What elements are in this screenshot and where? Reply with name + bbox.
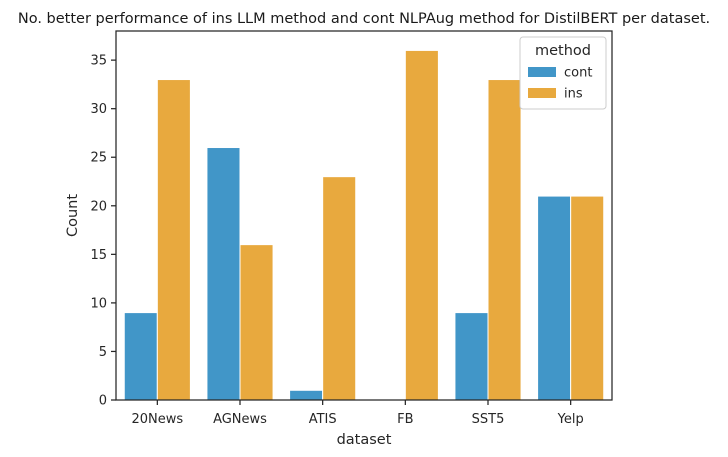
x-axis-ticks: 20News AGNews ATIS FB SST5 Yelp <box>131 400 584 427</box>
x-tick-label: ATIS <box>309 412 337 427</box>
y-tick-label: 35 <box>90 54 107 69</box>
bar-cont-20News <box>123 312 158 401</box>
legend-label-ins: ins <box>564 87 583 102</box>
y-tick-label: 5 <box>99 345 107 360</box>
x-tick-label: FB <box>397 412 413 427</box>
bar-ins-Yelp <box>570 195 605 401</box>
legend-swatch-ins <box>528 88 556 98</box>
bar-ins-20News <box>156 79 191 401</box>
plot-frame <box>115 30 613 401</box>
bar-cont-SST5 <box>454 312 489 401</box>
y-tick-label: 30 <box>90 102 107 117</box>
y-tick-label: 0 <box>99 394 107 409</box>
y-tick-label: 20 <box>90 199 107 214</box>
y-tick-label: 25 <box>90 151 107 166</box>
y-tick-label: 15 <box>90 248 107 263</box>
x-tick-label: 20News <box>131 412 183 427</box>
chart-title: No. better performance of ins LLM method… <box>18 11 710 27</box>
legend-swatch-cont <box>528 67 556 77</box>
x-tick-label: AGNews <box>213 412 267 427</box>
bar-ins-AGNews <box>239 244 274 401</box>
x-axis-label: dataset <box>337 432 392 448</box>
legend-label-cont: cont <box>564 66 592 81</box>
x-tick-label: Yelp <box>557 412 584 427</box>
bar-ins-SST5 <box>487 79 522 401</box>
x-tick-label: SST5 <box>472 412 505 427</box>
y-axis-ticks: 0 5 10 15 20 25 30 35 <box>90 54 116 409</box>
bar-ins-FB <box>404 49 439 401</box>
y-tick-label: 10 <box>90 296 107 311</box>
y-axis-label: Count <box>65 194 81 237</box>
bars-group <box>123 49 605 401</box>
bar-cont-AGNews <box>206 147 241 401</box>
bar-cont-ATIS <box>289 389 324 401</box>
legend: method cont ins <box>519 36 607 110</box>
legend-title: method <box>535 43 591 59</box>
bar-ins-ATIS <box>322 176 357 401</box>
bar-cont-Yelp <box>537 195 572 401</box>
